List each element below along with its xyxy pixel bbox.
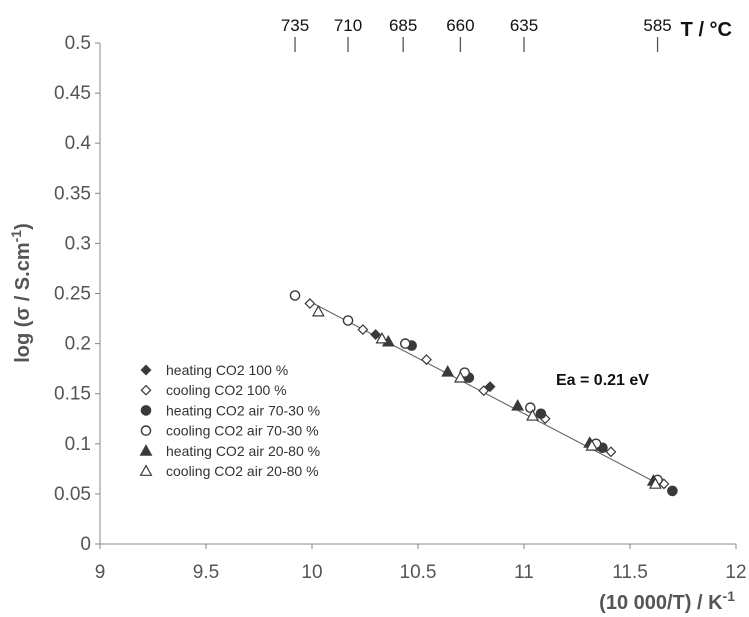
y-tick-label: 0.1 [65,434,91,455]
x-tick-label: 10.5 [400,562,437,583]
data-point-triangle-filled [441,365,455,377]
top-tick-label: 685 [389,16,417,35]
top-tick-label: 710 [334,16,362,35]
data-point-triangle-filled [511,399,525,411]
legend: heating CO2 100 % cooling CO2 100 % heatin… [139,362,320,479]
legend-marker [140,425,152,436]
y-tick-label: 0.5 [65,33,91,54]
y-tick-label: 0.2 [65,334,91,355]
legend-marker [139,464,153,476]
data-point-circle-open [342,315,354,326]
x-tick-label: 9 [95,562,106,583]
top-tick-label: 585 [643,16,671,35]
data-markers [289,290,678,497]
y-tick-label: 0.45 [54,83,91,104]
data-point-diamond-open [605,446,617,458]
y-axis-title: log (σ / S.cm-1) [8,223,34,363]
axes: 0 0.05 0.1 0.15 0.2 0.25 0.3 0.35 0.4 0.45 0.5 9 9.5… [54,33,747,583]
x-axis-title: (10 000/T) / K-1 [599,588,735,614]
data-point-triangle-open [585,439,599,451]
top-tick-label: 635 [510,16,538,35]
x-tick-label: 11 [514,562,534,583]
x-tick-label: 12 [725,562,746,583]
top-temperature-axis: 735 710 685 660 635 585 T / °C [281,16,732,52]
data-point-diamond-filled [484,381,496,393]
legend-entry-label: cooling CO2 air 20-80 % [166,463,319,479]
data-point-triangle-open [453,371,467,383]
data-point-circle-open [289,290,301,301]
data-point-circle-filled [667,485,678,497]
x-tick-label: 10 [301,562,322,583]
legend-entry-label: cooling CO2 100 % [166,382,287,398]
fit-line-group [307,300,667,489]
data-point-circle-open [399,338,411,349]
fit-line [307,300,667,489]
y-tick-label: 0 [80,534,91,555]
y-tick-label: 0.4 [65,133,92,154]
data-point-diamond-open [357,324,369,336]
legend-marker [140,364,152,376]
data-point-diamond-open [304,298,316,309]
legend-entry-label: heating CO2 air 20-80 % [166,443,320,459]
top-tick-label: 660 [446,16,474,35]
data-point-triangle-open [375,331,389,344]
data-point-triangle-open [526,409,539,421]
data-point-diamond-open [421,354,432,366]
data-point-triangle-open [311,304,325,317]
legend-marker [140,405,152,416]
data-point-diamond-filled [370,329,382,341]
legend-entry-label: cooling CO2 air 70-30 % [166,423,319,439]
x-tick-label: 9.5 [193,562,219,583]
y-tick-label: 0.05 [54,484,91,505]
y-tick-label: 0.3 [65,233,91,254]
top-tick-label: 735 [281,16,309,35]
y-tick-label: 0.35 [54,183,91,204]
legend-entry-label: heating CO2 100 % [166,362,288,378]
activation-energy-annotation: Ea = 0.21 eV [556,372,649,389]
data-point-circle-open [525,402,536,414]
legend-entry-label: heating CO2 air 70-30 % [166,402,320,418]
top-axis-title: T / °C [681,19,732,41]
data-point-diamond-open [478,385,490,397]
x-tick-label: 11.5 [612,562,648,583]
y-tick-label: 0.25 [54,284,91,305]
data-point-circle-filled [535,408,547,420]
legend-marker [139,444,153,456]
y-tick-label: 0.15 [54,384,91,405]
legend-marker [140,384,152,396]
data-point-triangle-open [649,477,662,489]
